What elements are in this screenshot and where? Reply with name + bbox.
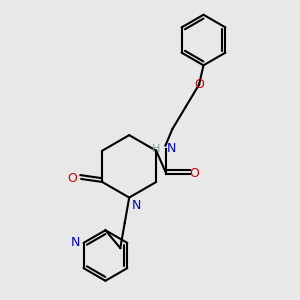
- Text: O: O: [190, 167, 200, 180]
- Text: N: N: [132, 199, 141, 212]
- Text: N: N: [71, 236, 81, 249]
- Text: O: O: [194, 78, 204, 91]
- Text: O: O: [67, 172, 77, 185]
- Text: H: H: [152, 143, 160, 154]
- Text: N: N: [166, 142, 176, 155]
